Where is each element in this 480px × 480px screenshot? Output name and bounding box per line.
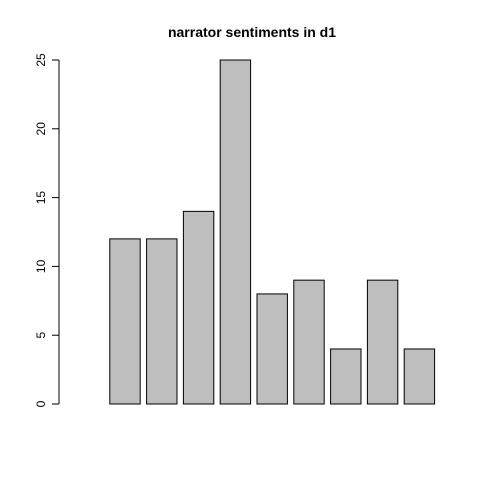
y-tick-label: 25 bbox=[34, 53, 48, 67]
bar bbox=[109, 238, 141, 405]
bar bbox=[182, 210, 215, 405]
y-tick-label: 15 bbox=[34, 191, 48, 205]
bar bbox=[256, 293, 288, 405]
bar bbox=[403, 348, 436, 405]
y-axis: 0 5 10 15 20 25 bbox=[34, 53, 60, 407]
bars bbox=[109, 59, 436, 405]
y-tick-label: 20 bbox=[34, 122, 48, 136]
bar bbox=[219, 59, 252, 405]
bar bbox=[366, 279, 399, 405]
bar bbox=[330, 348, 362, 405]
bar bbox=[146, 238, 178, 405]
chart-title: narrator sentiments in d1 bbox=[168, 24, 336, 40]
y-tick-label: 10 bbox=[34, 259, 48, 273]
y-tick-label: 5 bbox=[34, 332, 48, 339]
y-tick-label: 0 bbox=[34, 400, 48, 407]
bar bbox=[293, 279, 325, 405]
